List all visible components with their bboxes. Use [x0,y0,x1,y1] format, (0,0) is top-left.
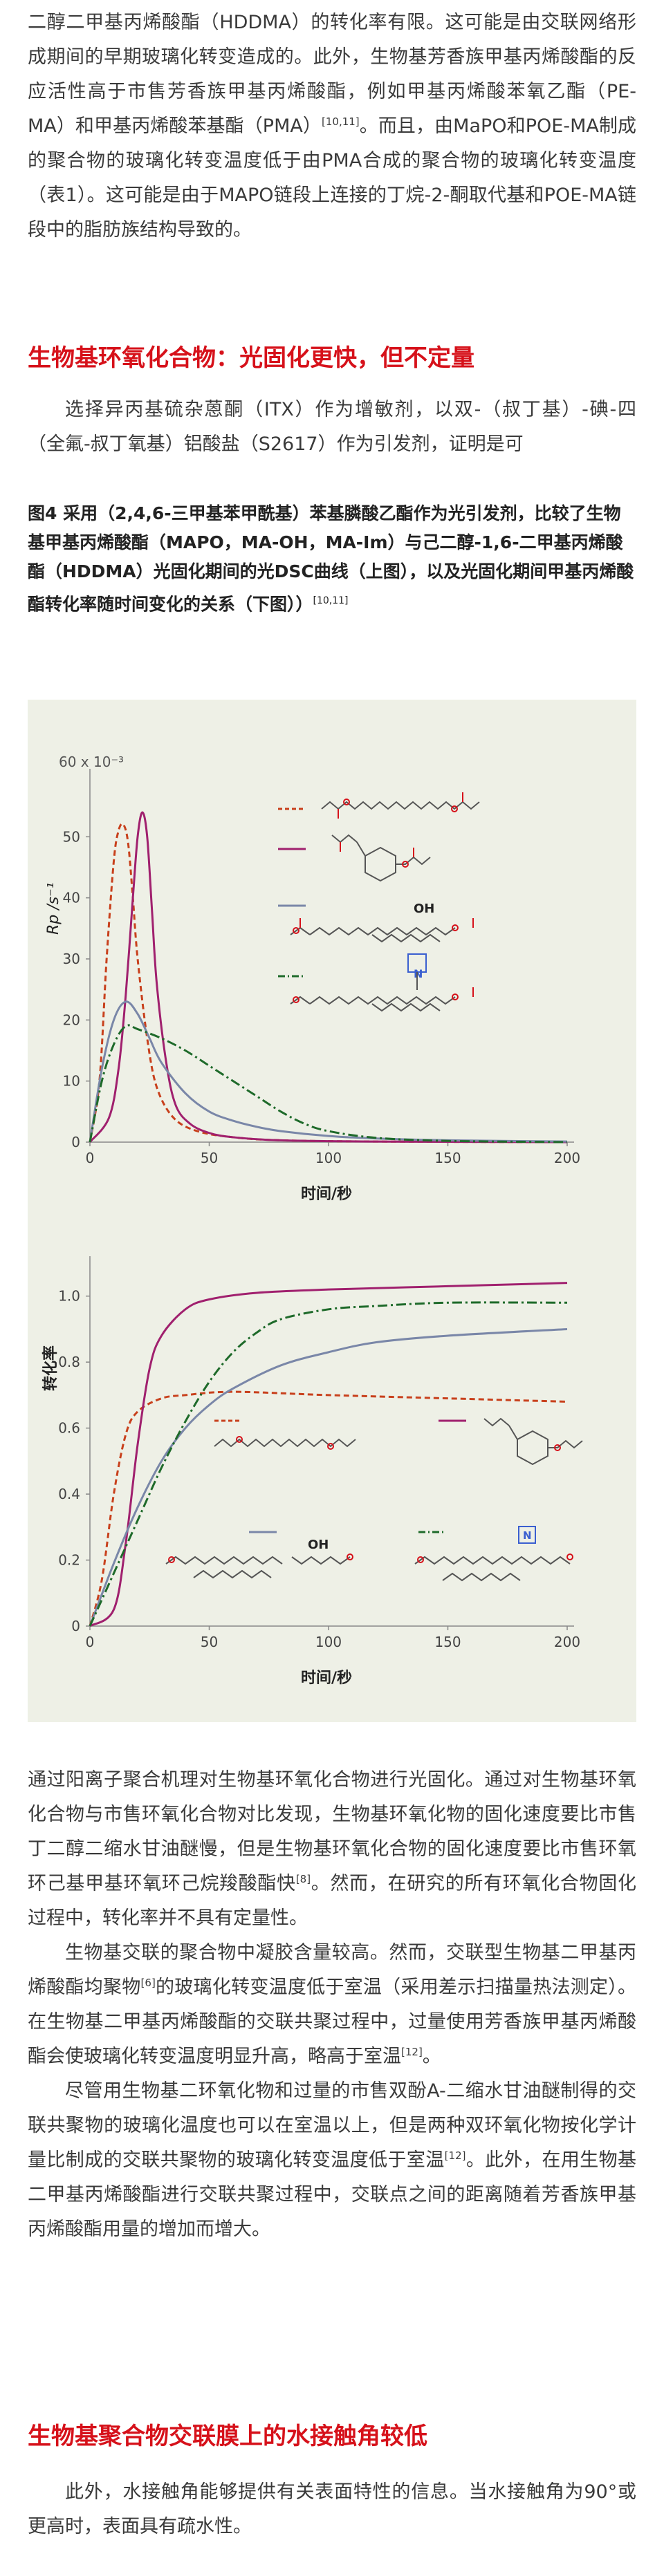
y-tick-label: 0.6 [58,1420,80,1437]
series-line-hddma [89,1390,568,1627]
x-tick-label: 50 [201,1150,218,1166]
y-multiplier-label: 60 x 10⁻³ [59,754,124,770]
hddma-structure-bottom [214,1436,356,1450]
series-line-hddma [89,823,568,1144]
y-tick-label: 40 [63,890,80,906]
series-line-ma-oh [89,1000,568,1143]
rp-chart: 0 50 100 150 200 0 10 20 30 40 50 60 x 10⁻³ Rp /s⁻… [45,754,580,1203]
y-tick-label: 0.4 [58,1486,80,1502]
x-tick-label: 200 [554,1634,580,1650]
body-paragraph-2: 生物基交联的聚合物中凝胶含量较高。然而，交联型生物基二甲基丙烯酸酯均聚物[6]的… [28,1942,636,2067]
conversion-y-axis-label: 转化率 [42,1345,59,1391]
series-line-mapo [89,811,568,1144]
x-tick-label: 150 [434,1150,461,1166]
figure-svg: 0 50 100 150 200 0 10 20 30 40 50 60 x 10⁻³ Rp /s⁻… [42,754,583,1687]
mapo-structure-bottom [483,1417,583,1466]
maim-structure: N [290,953,474,1012]
x-tick-label: 0 [86,1150,95,1166]
conversion-legend: OH N [165,1417,583,1582]
conversion-chart: 0 50 100 150 200 0 0.2 0.4 0.6 0.8 1.0 转化率 时间/秒 [42,1256,583,1687]
x-tick-label: 150 [434,1634,461,1650]
y-tick-label: 50 [63,828,80,845]
y-tick-label: 1.0 [58,1288,80,1305]
rp-y-axis-label: Rp /s⁻¹ [45,882,62,935]
mapo-structure [331,834,431,882]
figure-panel: 0 50 100 150 200 0 10 20 30 40 50 60 x 10⁻³ Rp /s⁻… [28,700,636,1722]
oh-group-label-bottom: OH [308,1538,329,1552]
section1-paragraph: 选择异丙基硫杂蒽酮（ITX）作为增敏剂，以双-（叔丁基）-碘-四（全氟-叔丁氧基… [28,399,636,455]
maoh-structure: OH [290,902,474,943]
imidazole-n-label-bottom: N [523,1529,532,1542]
maoh-structure-bottom: OH [165,1538,353,1579]
y-tick-label: 30 [63,951,80,967]
body-paragraph-1: 通过阳离子聚合机理对生物基环氧化合物进行光固化。通过对生物基环氧化合物与市售环氧… [28,1769,637,1929]
x-tick-label: 100 [315,1150,342,1166]
series-line-ma-im [89,1024,568,1144]
x-tick-label: 100 [315,1634,342,1650]
series-line-ma-im [89,1301,568,1627]
x-tick-label: 0 [86,1634,95,1650]
y-tick-label: 0.8 [58,1354,80,1370]
section-heading-contact-angle: 生物基聚合物交联膜上的水接触角较低 [28,2423,427,2450]
x-tick-label: 50 [201,1634,218,1650]
conversion-x-axis-label: 时间/秒 [301,1670,352,1687]
x-tick-label: 200 [554,1150,580,1166]
rp-x-axis-label: 时间/秒 [301,1186,352,1203]
y-tick-label: 10 [63,1073,80,1090]
oh-group-label: OH [414,902,434,916]
imidazole-n-label: N [414,967,423,980]
hddma-structure [321,792,480,819]
series-line-mapo [89,1282,568,1627]
figure-caption: 图4 采用（2,4,6-三甲基苯甲酰基）苯基膦酸乙酯作为光引发剂，比较了生物基甲… [28,503,634,615]
y-tick-label: 0 [71,1618,80,1634]
series-line-ma-oh [89,1327,568,1627]
y-tick-label: 0.2 [58,1552,80,1569]
y-tick-label: 20 [63,1011,80,1028]
y-tick-label: 0 [71,1134,80,1150]
body-paragraph-3: 尽管用生物基二环氧化物和过量的市售双酚A-二缩水甘油醚制得的交联共聚物的玻璃化温… [28,2080,637,2240]
rp-legend: OH N [278,792,480,1012]
maim-structure-bottom: N [414,1526,573,1582]
intro-paragraph: 二醇二甲基丙烯酸酯（HDDMA）的转化率有限。这可能是由交联网络形成期间的早期玻… [28,12,637,241]
section2-paragraph: 此外，水接触角能够提供有关表面特性的信息。当水接触角为90°或更高时，表面具有疏… [28,2481,636,2537]
section-heading-epoxy: 生物基环氧化合物：光固化更快，但不定量 [28,344,474,372]
